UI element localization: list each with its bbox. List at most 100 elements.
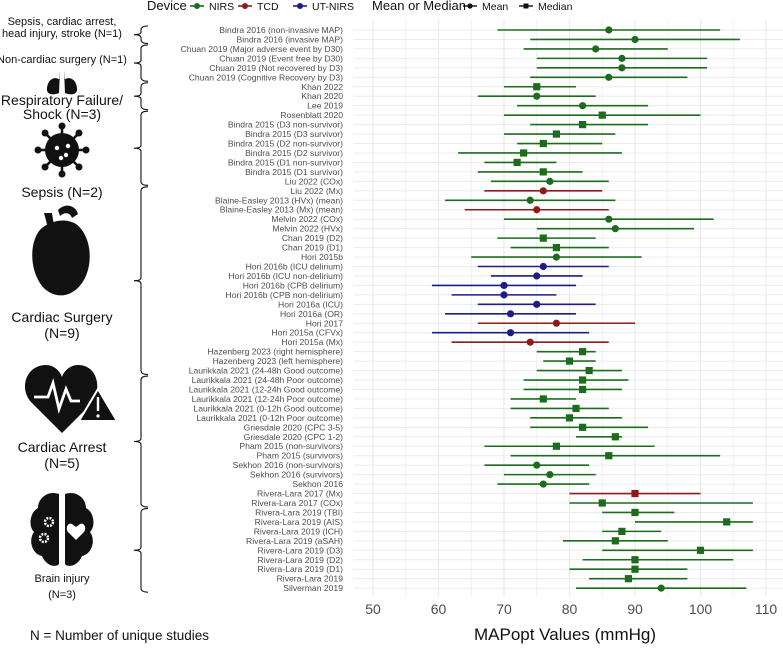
median-point [598, 111, 606, 119]
row-label: Blaine-Easley 2013 (HVx) (mean) [215, 195, 343, 205]
row-label: Laurikkala 2021 (12-24h Poor outcome) [192, 394, 344, 404]
row-label: Rivera-Lara 2019 (TBI) [255, 507, 343, 517]
virus-spot [65, 143, 71, 149]
row-label: Griesdale 2020 (CPC 1-2) [244, 432, 343, 442]
row-label: Hori 2015b [301, 252, 343, 262]
x-tick-label: 90 [627, 601, 643, 617]
mean-point [618, 64, 626, 72]
median-point [539, 395, 547, 403]
virus-spot [54, 145, 60, 151]
mean-point [631, 35, 639, 44]
legend-device-label: UT-NIRS [312, 1, 354, 13]
row-label: Hori 2016b (CPB non-delirium) [226, 290, 344, 300]
virus-icon [34, 122, 90, 178]
virus-spike-tip [41, 129, 49, 137]
median-point [579, 385, 587, 394]
row-label: Hori 2015a (Mx) [281, 337, 343, 347]
row-label: Bindra 2015 (D1 survivor) [245, 167, 343, 177]
row-label: Laurikkala 2021 (0-12h Good outcome) [193, 403, 343, 413]
median-point [611, 433, 619, 441]
group-bracket [133, 186, 149, 376]
row-label: Khan 2020 [301, 91, 343, 101]
median-point [631, 556, 639, 564]
mean-point [539, 187, 547, 195]
x-tick-labels: 50 60 70 80 90 100 110 [365, 601, 777, 617]
mean-point [539, 480, 547, 488]
row-label: Chuan 2019 (Cognitive Recovery by D3) [189, 72, 343, 82]
row-label: Chan 2019 (D1) [282, 243, 343, 253]
median-point [552, 130, 560, 138]
mean-point [500, 291, 508, 299]
median-point [696, 546, 705, 554]
row-label: Liu 2022 (Mx) [290, 186, 343, 196]
mean-point [605, 26, 613, 34]
group-annotations: Sepsis, cardiac arrest,head injury, stro… [0, 16, 149, 601]
mean-point [533, 461, 541, 469]
heart-body [32, 220, 90, 296]
row-label: Rivera-Lara 2019 (D2) [258, 555, 344, 565]
row-label: Hori 2016a (OR) [280, 309, 343, 319]
row-label: Bindra 2015 (D2 survivor) [245, 148, 343, 158]
virus-spike-tip [75, 163, 83, 171]
group-label: (N=9) [44, 325, 79, 341]
legend: Device NIRS TCD UT-NIRS Mean or Median Mean Me… [147, 0, 573, 13]
row-label: Laurikkala 2021 (24-48h Good outcome) [189, 366, 343, 376]
row-label: Rivera-Lara 2019 (AIS) [255, 517, 344, 527]
footnote: N = Number of unique studies [30, 628, 209, 643]
median-point [565, 357, 574, 365]
heart-pulse-warning-icon [24, 365, 119, 433]
row-label: Laurikkala 2021 (24-48h Poor outcome) [192, 375, 344, 385]
median-point [598, 499, 606, 507]
row-label: Sekhon 2016 (survivors) [250, 470, 343, 480]
group-label: Sepsis (N=2) [21, 184, 102, 200]
row-label: Melvin 2022 (HVx) [272, 224, 343, 234]
group-bracket [133, 25, 149, 45]
heart-small-icon [66, 523, 86, 540]
median-point [579, 348, 587, 356]
virus-spot [58, 155, 64, 161]
lungs-icon [46, 70, 78, 95]
group-bracket [133, 375, 149, 508]
heart-icon [32, 205, 90, 296]
median-point [579, 423, 587, 431]
row-label: Hori 2016a (ICU) [278, 299, 343, 309]
median-point [572, 404, 580, 412]
row-label: Rivera-Lara 2019 (D3) [258, 545, 344, 555]
row-label: Hori 2016b (CPB delirium) [243, 280, 343, 290]
legend-device-label: TCD [257, 1, 279, 13]
legend-median-point [523, 3, 529, 9]
row-label: Hori 2016b (ICU delirium) [246, 262, 344, 272]
virus-body [45, 133, 79, 167]
legend-stat-label: Mean [482, 1, 508, 13]
median-point [513, 158, 521, 167]
row-label: Bindra 2015 (D3 non-survivor) [228, 120, 343, 130]
median-point [533, 83, 541, 91]
mean-point [546, 471, 554, 479]
row-label: Lee 2019 [307, 101, 343, 111]
median-point [539, 139, 547, 148]
group-bracket [133, 507, 149, 593]
group-bracket [133, 44, 149, 82]
row-label: Laurikkala 2021 (0-12h Poor outcome) [196, 413, 343, 423]
row-label: Rivera-Lara 2019 [277, 574, 344, 584]
x-tick-label: 100 [689, 601, 713, 617]
row-label: Silverman 2019 [283, 583, 343, 593]
row-label: Chuan 2019 (Major adverse event by D30) [181, 44, 344, 54]
median-point [631, 489, 639, 498]
row-label: Liu 2022 (COx) [285, 176, 343, 186]
group-label: Cardiac Surgery [11, 309, 112, 325]
median-point [631, 508, 639, 517]
virus-spike-tip [75, 129, 83, 137]
x-tick-label: 70 [496, 601, 512, 617]
gear-icon [38, 532, 50, 544]
group-label: Sepsis, cardiac arrest, [8, 16, 117, 28]
mean-point [552, 253, 561, 261]
row-label: Hazenberg 2023 (left hemisphere) [213, 356, 344, 366]
group-bracket [133, 82, 149, 111]
x-axis-title: MAPopt Values (mmHg) [474, 625, 656, 644]
legend-stat-title: Mean or Median [372, 0, 466, 13]
row-label: Hori 2015a (CFVx) [271, 328, 343, 338]
row-label: Rivera-Lara 2017 (Mx) [257, 489, 343, 499]
x-tick-label: 110 [755, 601, 778, 617]
mean-point [533, 300, 541, 308]
